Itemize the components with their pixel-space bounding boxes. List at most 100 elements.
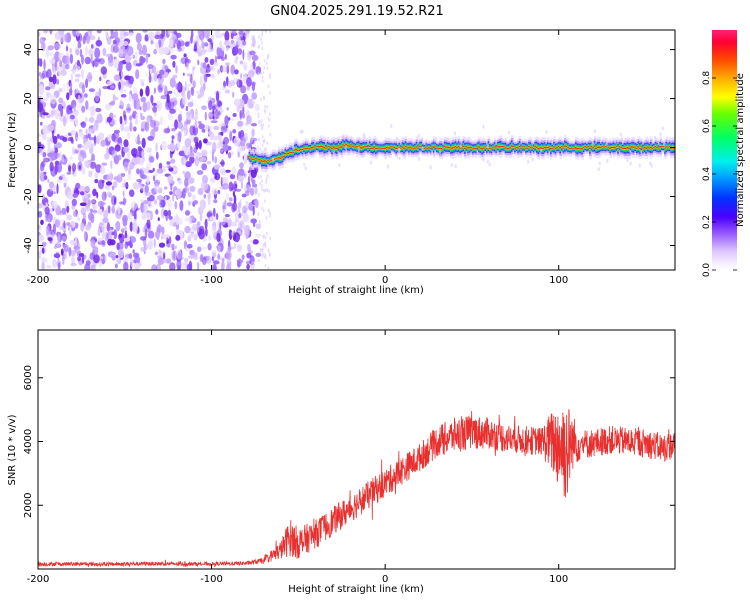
noise-speckle (246, 264, 250, 270)
noise-speckle (630, 162, 632, 166)
noise-speckle (102, 180, 105, 183)
colorbar-gradient (712, 30, 737, 270)
noise-speckle (186, 106, 188, 111)
noise-speckle (127, 132, 131, 140)
noise-speckle (219, 47, 222, 55)
noise-speckle (188, 201, 191, 206)
noise-speckle (242, 254, 245, 259)
noise-speckle (265, 188, 267, 192)
noise-speckle (49, 77, 54, 82)
noise-speckle (262, 29, 264, 33)
spectrogram-ytick-label: 20 (23, 92, 34, 105)
noise-speckle (102, 86, 108, 89)
colorbar-tick-label: 0.6 (702, 119, 712, 134)
noise-speckle (193, 127, 196, 136)
noise-speckle (59, 161, 62, 166)
noise-speckle (220, 162, 225, 165)
noise-speckle (201, 105, 207, 110)
noise-speckle (149, 195, 155, 202)
noise-speckle (157, 168, 164, 173)
noise-speckle (221, 66, 227, 73)
noise-speckle (185, 217, 190, 221)
noise-speckle (237, 260, 241, 267)
noise-speckle (58, 98, 63, 104)
noise-speckle (177, 136, 179, 142)
noise-speckle (203, 62, 207, 69)
noise-speckle (264, 242, 266, 246)
noise-speckle (165, 69, 171, 73)
noise-speckle (107, 239, 113, 246)
noise-speckle (80, 122, 84, 125)
noise-speckle (63, 116, 67, 127)
noise-speckle (54, 43, 61, 50)
noise-speckle (77, 60, 80, 66)
noise-speckle (573, 151, 575, 155)
spectrogram-xtick-label: 100 (549, 275, 568, 286)
noise-speckle (262, 144, 264, 148)
noise-speckle (72, 69, 75, 74)
noise-speckle (232, 222, 238, 227)
noise-speckle (269, 91, 271, 95)
noise-speckle (188, 255, 194, 258)
noise-speckle (39, 84, 44, 95)
noise-speckle (170, 78, 176, 88)
noise-speckle (89, 130, 92, 134)
noise-speckle (129, 121, 132, 132)
noise-speckle (223, 137, 229, 145)
noise-speckle (114, 155, 119, 164)
noise-speckle (214, 157, 217, 164)
noise-speckle (205, 57, 209, 63)
noise-speckle (124, 238, 130, 242)
noise-speckle (118, 82, 121, 91)
noise-speckle (140, 89, 143, 97)
noise-speckle (106, 32, 109, 41)
noise-speckle (258, 193, 260, 197)
snr-ytick-label: 4000 (23, 429, 34, 454)
noise-speckle (198, 124, 205, 130)
noise-speckle (167, 199, 172, 210)
noise-speckle (231, 40, 234, 44)
snr-plot-area (38, 410, 675, 567)
noise-speckle (146, 219, 150, 229)
noise-speckle (38, 142, 41, 147)
noise-speckle (93, 246, 99, 255)
noise-speckle (165, 196, 167, 201)
colorbar: 0.0 0.2 0.4 0.6 0.8 Normalized spectral ampl… (702, 30, 746, 277)
noise-speckle (38, 184, 42, 193)
noise-speckle (186, 161, 189, 166)
noise-speckle (92, 189, 97, 197)
noise-speckle (52, 58, 55, 65)
noise-speckle (202, 247, 207, 250)
noise-speckle (222, 86, 227, 90)
noise-speckle (233, 113, 237, 117)
noise-speckle (42, 112, 49, 115)
noise-speckle (250, 188, 254, 196)
noise-speckle (263, 140, 265, 144)
noise-speckle (261, 184, 263, 188)
noise-speckle (107, 173, 113, 182)
noise-speckle (155, 209, 158, 215)
noise-speckle (47, 45, 54, 50)
snr-xlabel: Height of straight line (km) (288, 584, 424, 595)
noise-speckle (40, 122, 43, 126)
noise-speckle (51, 111, 54, 118)
noise-speckle (110, 85, 114, 88)
noise-speckle (269, 214, 271, 218)
noise-speckle (205, 112, 207, 121)
noise-speckle (231, 151, 234, 155)
noise-speckle (208, 195, 211, 205)
noise-speckle (200, 202, 203, 212)
noise-speckle (107, 117, 112, 123)
noise-speckle (102, 191, 107, 201)
noise-speckle (261, 119, 263, 123)
noise-speckle (85, 206, 90, 212)
noise-speckle (70, 240, 76, 246)
noise-speckle (192, 67, 194, 77)
noise-speckle (96, 40, 103, 47)
noise-speckle (268, 117, 270, 121)
noise-speckle (132, 261, 134, 269)
noise-speckle (237, 121, 243, 127)
noise-speckle (148, 201, 152, 205)
noise-speckle (153, 183, 159, 193)
noise-speckle (178, 251, 182, 261)
